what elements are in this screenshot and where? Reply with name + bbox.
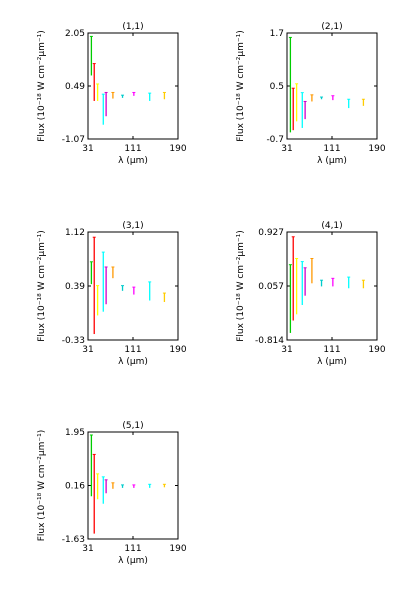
x-tick-label: 111	[323, 345, 340, 355]
x-tick-label: 111	[323, 144, 340, 154]
y-tick-label: 1.95	[65, 428, 85, 438]
y-tick-label: 0.49	[65, 82, 85, 92]
y-tick-label: 2.05	[65, 29, 85, 39]
y-tick-label: -0.814	[255, 336, 284, 346]
y-axis-label: Flux (10⁻¹⁸ W cm⁻²μm⁻¹)	[236, 230, 246, 342]
x-axis-label: λ (μm)	[317, 156, 347, 166]
y-tick-label: -0.33	[62, 336, 85, 346]
y-tick-label: 0.927	[258, 228, 284, 238]
y-tick-label: 0.16	[65, 482, 85, 492]
x-tick-label: 111	[124, 345, 141, 355]
chart-panel: (2,1) 1.7 0.5 -0.731 111 190 λ (μm) Flux (10⁻¹⁸…	[236, 22, 386, 166]
x-tick-label: 190	[169, 544, 186, 554]
y-axis-label: Flux (10⁻¹⁸ W cm⁻²μm⁻¹)	[37, 430, 47, 542]
plot-frame	[286, 32, 378, 140]
y-tick-label: 0.5	[270, 82, 284, 92]
y-axis-label: Flux (10⁻¹⁸ W cm⁻²μm⁻¹)	[37, 230, 47, 342]
x-tick-label: 190	[368, 345, 385, 355]
x-axis-label: λ (μm)	[317, 357, 347, 367]
y-tick-label: 1.12	[65, 228, 85, 238]
x-tick-label: 190	[368, 144, 385, 154]
y-tick-label: 0.057	[258, 282, 284, 292]
y-axis-label: Flux (10⁻¹⁸ W cm⁻²μm⁻¹)	[37, 30, 47, 142]
y-tick-label: 0.39	[65, 282, 85, 292]
x-axis-label: λ (μm)	[118, 357, 148, 367]
plot-frame	[87, 32, 179, 140]
x-tick-label: 190	[169, 144, 186, 154]
x-tick-label: 31	[281, 144, 292, 154]
y-tick-label: -0.7	[266, 135, 284, 145]
chart-title: (5,1)	[122, 421, 143, 431]
chart-title: (1,1)	[122, 22, 143, 32]
x-axis-label: λ (μm)	[118, 556, 148, 566]
chart-title: (3,1)	[122, 221, 143, 231]
x-tick-label: 111	[124, 144, 141, 154]
y-axis-label: Flux (10⁻¹⁸ W cm⁻²μm⁻¹)	[236, 30, 246, 142]
x-tick-label: 31	[82, 345, 93, 355]
x-tick-label: 190	[169, 345, 186, 355]
x-tick-label: 31	[281, 345, 292, 355]
y-tick-label: -1.63	[62, 535, 85, 545]
x-tick-label: 111	[124, 544, 141, 554]
x-tick-label: 31	[82, 144, 93, 154]
x-axis-label: λ (μm)	[118, 156, 148, 166]
y-tick-label: -1.07	[62, 135, 85, 145]
chart-title: (4,1)	[321, 221, 342, 231]
x-tick-label: 31	[82, 544, 93, 554]
chart-title: (2,1)	[321, 22, 342, 32]
y-tick-label: 1.7	[270, 29, 284, 39]
plot-frame	[87, 231, 179, 341]
